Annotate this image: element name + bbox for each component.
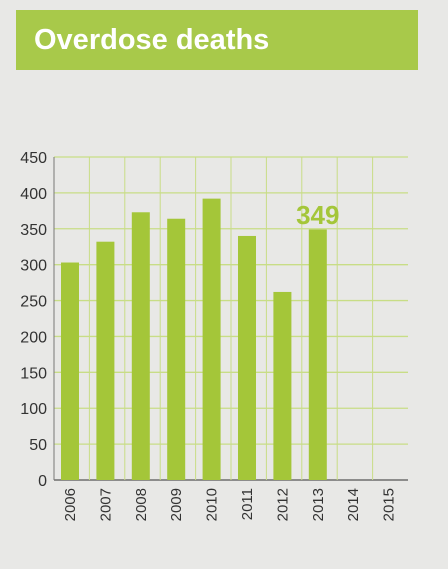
bar-2012 [273, 291, 292, 480]
y-tick-label: 300 [20, 258, 47, 275]
bar-2006 [61, 262, 79, 480]
y-tick-label: 150 [20, 365, 47, 382]
x-tick-label: 2010 [204, 488, 221, 521]
x-tick-label: 2009 [168, 488, 185, 521]
y-tick-label: 350 [20, 222, 47, 239]
x-tick-label: 2006 [62, 488, 79, 521]
chart-title: Overdose deaths [34, 23, 270, 56]
y-tick-label: 250 [20, 294, 47, 311]
bar-2010 [202, 198, 221, 480]
y-tick-label: 100 [20, 401, 47, 418]
bar-2007 [96, 241, 115, 480]
y-tick-label: 50 [29, 437, 47, 454]
bar-2013 [308, 229, 327, 480]
y-tick-label: 400 [20, 186, 47, 203]
x-tick-label: 2015 [381, 488, 398, 521]
y-tick-label: 0 [38, 473, 47, 490]
x-tick-label: 2014 [345, 488, 362, 521]
x-tick-label: 2007 [97, 488, 114, 521]
title-banner: Overdose deaths [16, 10, 418, 70]
bar-2008 [131, 212, 150, 480]
x-tick-label: 2008 [133, 488, 150, 521]
bar-2011 [238, 235, 256, 480]
x-tick-label: 2012 [274, 488, 291, 521]
x-tick-label: 2013 [310, 488, 327, 521]
data-label-2013: 349 [296, 200, 339, 230]
y-tick-label: 200 [20, 329, 47, 346]
y-tick-label: 450 [20, 150, 47, 167]
bar-2009 [167, 218, 186, 480]
x-tick-label: 2011 [239, 488, 256, 520]
